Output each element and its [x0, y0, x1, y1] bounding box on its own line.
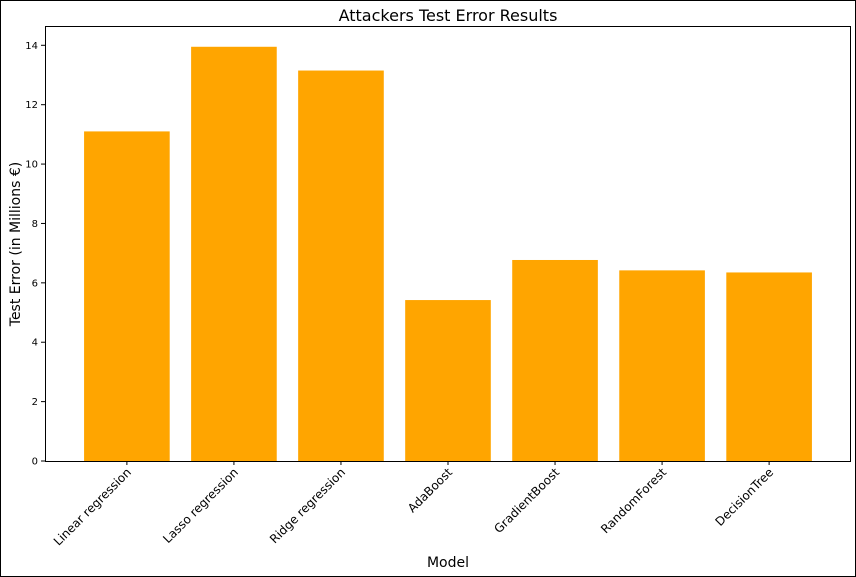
bar: [191, 46, 277, 461]
x-axis-label: Model: [427, 555, 469, 571]
bar: [405, 300, 491, 461]
y-axis-label: Test Error (in Millions €): [8, 162, 24, 327]
y-tick-label: 10: [25, 160, 38, 171]
y-tick-label: 0: [32, 457, 38, 468]
y-tick-label: 4: [32, 338, 38, 349]
bar: [84, 131, 170, 461]
y-tick-label: 12: [25, 100, 38, 111]
chart-title: Attackers Test Error Results: [339, 6, 558, 25]
bar: [619, 270, 705, 461]
bar: [298, 70, 384, 461]
bar: [726, 272, 812, 461]
bar: [512, 259, 598, 461]
y-tick-label: 8: [32, 219, 38, 230]
y-tick-label: 14: [25, 41, 38, 52]
plot-area-frame: [45, 26, 851, 462]
bars-group: [84, 46, 812, 461]
y-axis-ticks: 0 2 4 6 8 10 12 14: [25, 41, 45, 468]
y-tick-label: 2: [32, 397, 38, 408]
y-tick-label: 6: [32, 278, 38, 289]
